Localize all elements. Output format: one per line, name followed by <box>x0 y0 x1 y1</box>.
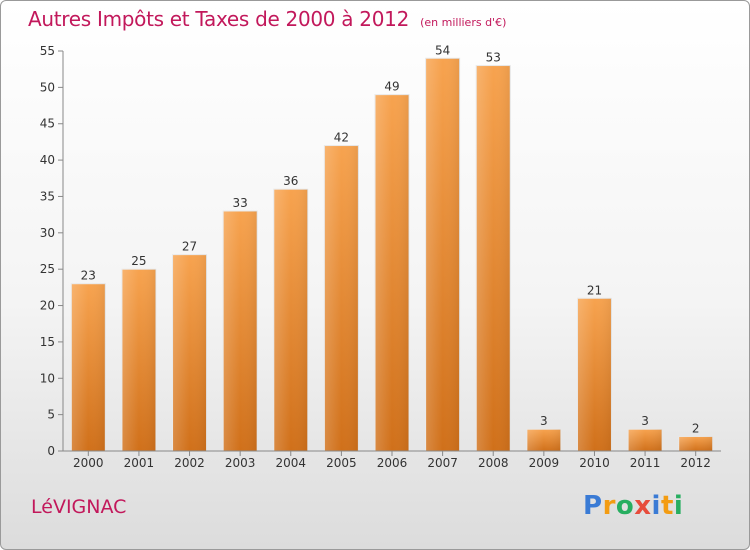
x-tick-label: 2002 <box>174 456 205 470</box>
title-block: Autres Impôts et Taxes de 2000 à 2012 (e… <box>28 7 506 31</box>
x-tick-label: 2012 <box>680 456 711 470</box>
x-tick-label: 2000 <box>73 456 104 470</box>
bar-shine <box>678 436 713 451</box>
logo-letter: i <box>651 491 661 521</box>
bar-shine <box>476 65 511 451</box>
bar-shine <box>324 145 359 451</box>
x-tick-label: 2010 <box>579 456 610 470</box>
logo-letter: P <box>583 491 603 521</box>
data-label: 21 <box>587 283 602 297</box>
x-tick-label: 2007 <box>427 456 458 470</box>
bar-shine <box>223 211 258 451</box>
bar-shine <box>628 429 663 451</box>
proxiti-logo: Proxiti <box>583 491 683 521</box>
data-label: 3 <box>641 414 649 428</box>
data-label: 2 <box>692 421 700 435</box>
logo-letter: r <box>602 491 616 521</box>
x-tick-label: 2009 <box>529 456 560 470</box>
y-tick-label: 30 <box>40 226 55 240</box>
data-label: 33 <box>233 196 248 210</box>
y-tick-label: 35 <box>40 189 55 203</box>
bar-shine <box>375 94 409 452</box>
x-tick-label: 2003 <box>225 456 256 470</box>
data-label: 53 <box>486 51 501 65</box>
logo-letter: i <box>673 491 684 521</box>
logo-letter: t <box>660 491 674 521</box>
bar-shine <box>273 189 308 451</box>
y-tick-label: 15 <box>40 335 55 349</box>
y-tick-label: 55 <box>40 44 55 58</box>
data-label: 36 <box>283 174 298 188</box>
data-label: 25 <box>131 254 146 268</box>
data-label: 3 <box>540 414 548 428</box>
bar-shine <box>71 283 106 451</box>
data-label: 49 <box>384 80 399 94</box>
x-tick-label: 2004 <box>275 456 306 470</box>
bar-shine <box>577 298 612 451</box>
bar-shine <box>526 429 561 451</box>
x-tick-label: 2011 <box>630 456 661 470</box>
x-tick-label: 2005 <box>326 456 357 470</box>
x-tick-label: 2008 <box>478 456 509 470</box>
chart-subtitle: (en milliers d'€) <box>420 16 507 29</box>
logo-letter: o <box>615 491 635 521</box>
x-tick-label: 2006 <box>377 456 408 470</box>
logo-letter: x <box>634 491 652 521</box>
data-label: 54 <box>435 43 450 57</box>
data-label: 23 <box>81 269 96 283</box>
data-label: 42 <box>334 131 349 145</box>
bar-shine <box>121 269 156 451</box>
y-tick-label: 5 <box>47 408 55 422</box>
location-label: LéVIGNAC <box>31 496 127 518</box>
chart-title: Autres Impôts et Taxes de 2000 à 2012 <box>28 7 409 31</box>
y-tick-label: 20 <box>40 299 55 313</box>
bar-shine <box>425 58 460 451</box>
data-label: 27 <box>182 240 197 254</box>
y-tick-label: 45 <box>40 117 55 131</box>
y-tick-label: 25 <box>40 262 55 276</box>
y-tick-label: 0 <box>47 444 55 458</box>
bar-shine <box>172 254 207 451</box>
x-tick-label: 2001 <box>124 456 155 470</box>
y-tick-label: 40 <box>40 153 55 167</box>
y-tick-label: 10 <box>40 371 55 385</box>
y-tick-label: 50 <box>40 80 55 94</box>
